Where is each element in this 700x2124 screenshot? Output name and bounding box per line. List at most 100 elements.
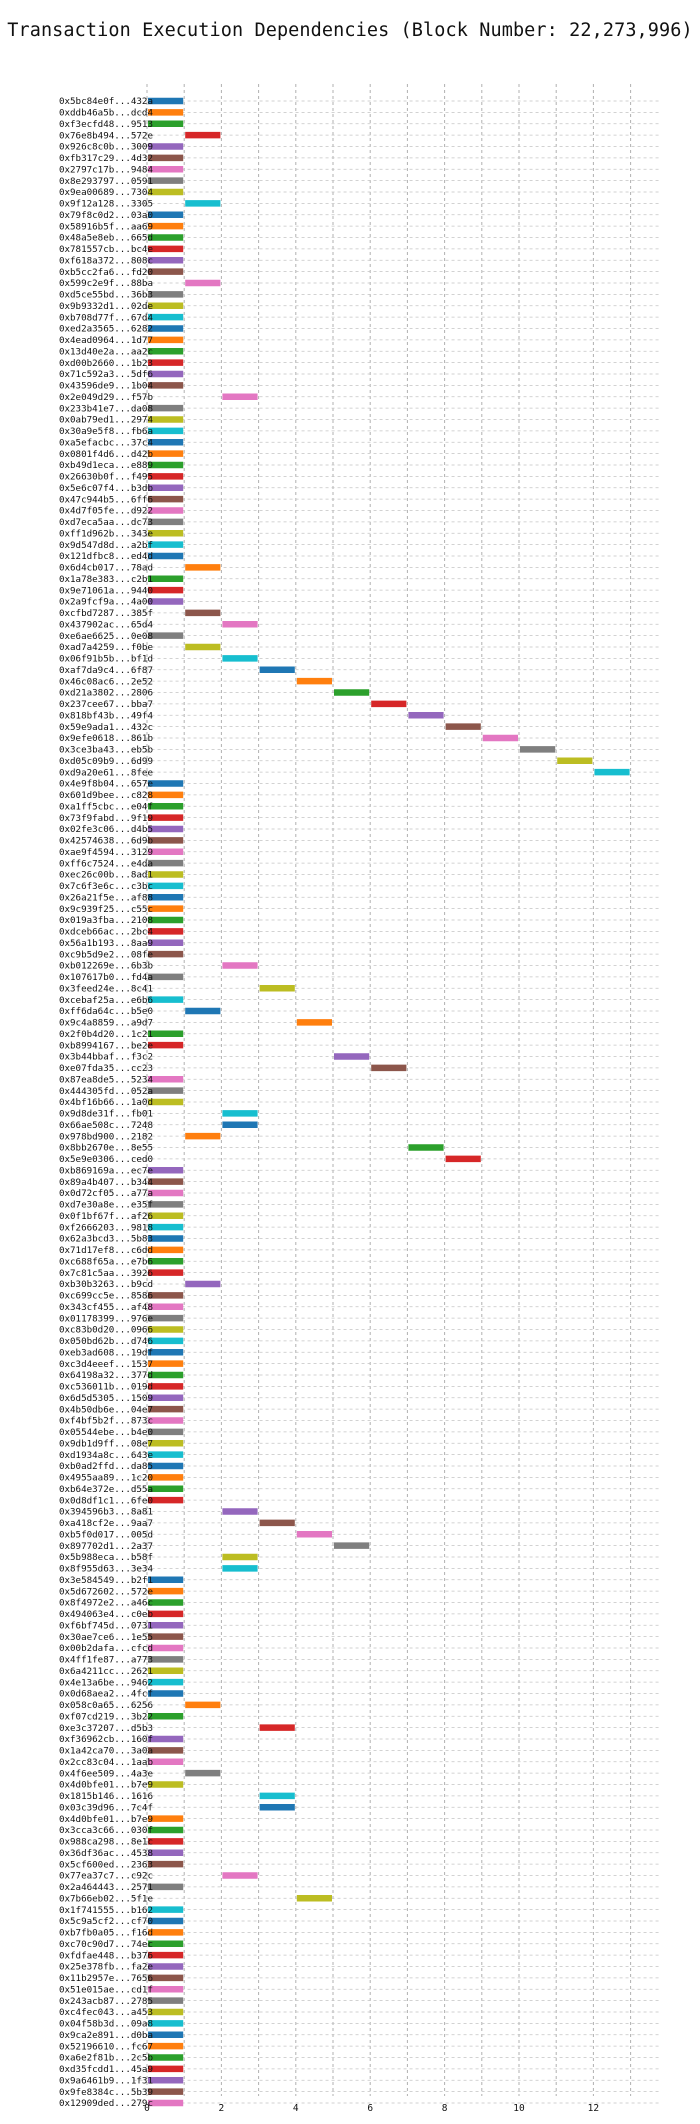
bar <box>185 200 221 207</box>
x-tick-label: 0 <box>144 2103 150 2114</box>
bar <box>148 1326 184 1333</box>
bar <box>148 461 184 469</box>
y-tick-label: 0x9c939f25...c55c <box>59 904 153 915</box>
bar <box>185 1769 221 1777</box>
bar <box>148 1576 184 1583</box>
bar <box>148 1189 184 1197</box>
y-tick-label: 0x30ae7ce6...1e55 <box>59 1632 153 1643</box>
bar <box>148 1258 184 1265</box>
bar <box>148 234 184 241</box>
bar <box>148 837 184 844</box>
y-tick-label: 0x56a1b193...8aa9 <box>59 938 153 949</box>
y-tick-label: 0x1a42ca70...3a0a <box>59 1746 153 1757</box>
bar <box>148 177 184 184</box>
y-tick-label: 0xed2a3565...6282 <box>59 324 153 335</box>
bar <box>148 1440 184 1447</box>
bar <box>148 1940 184 1947</box>
y-tick-label: 0xc83b0d20...0966 <box>59 1325 153 1336</box>
bar <box>148 1394 184 1401</box>
y-tick-label: 0x71c592a3...5df6 <box>59 369 153 380</box>
bar <box>148 1951 184 1959</box>
x-tick-label: 4 <box>293 2103 299 2114</box>
y-tick-label: 0x73f9fabd...9f19 <box>59 813 153 824</box>
bar <box>185 279 221 287</box>
bar <box>148 2020 184 2027</box>
y-tick-label: 0x494063e4...c0eb <box>59 1609 153 1620</box>
bar <box>148 1349 184 1356</box>
y-tick-label: 0x30a9e5f8...fb6a <box>59 426 153 437</box>
bar <box>148 325 184 332</box>
bar <box>148 518 184 526</box>
y-tick-label: 0xb64e372e...d55a <box>59 1484 153 1495</box>
y-tick-label: 0x9d8de31f...fb01 <box>59 1109 153 1120</box>
bar <box>148 1963 184 1970</box>
bar <box>148 302 184 309</box>
y-tick-label: 0x2e049d29...f57b <box>59 392 153 403</box>
bar <box>148 1041 184 1049</box>
y-tick-label: 0x601d9bee...c828 <box>59 790 153 801</box>
y-tick-label: 0x7c6f3e6c...c3bc <box>59 881 153 892</box>
y-tick-label: 0x62a3bcd3...5b83 <box>59 1234 153 1245</box>
y-tick-label: 0x76e8b494...572e <box>59 130 153 141</box>
bar <box>259 666 295 673</box>
bar <box>148 1758 184 1765</box>
x-tick-label: 2 <box>219 2103 225 2114</box>
bar <box>148 1587 184 1595</box>
y-tick-label: 0xaf7da9c4...6f87 <box>59 665 153 676</box>
bar <box>148 1849 184 1856</box>
bar <box>148 268 184 275</box>
bar <box>148 1428 184 1436</box>
bar <box>148 2077 184 2084</box>
y-tick-label: 0x781557cb...bc4e <box>59 244 153 255</box>
y-tick-label: 0x36df36ac...4538 <box>59 1848 153 1859</box>
y-tick-label: 0xa6e2f81b...2c5b <box>59 2053 153 2064</box>
y-tick-label: 0xddb46a5b...dcd4 <box>59 108 154 119</box>
y-tick-label: 0xff6c7524...e4da <box>59 858 153 869</box>
y-tick-label: 0x3feed24e...8c41 <box>59 983 153 994</box>
bar <box>148 848 184 855</box>
bar <box>148 1644 184 1652</box>
y-tick-label: 0x233b41e7...da08 <box>59 403 153 414</box>
y-tick-label: 0x26a21f5e...af88 <box>59 892 153 903</box>
y-tick-label: 0x02fe3c06...d4b5 <box>59 824 153 835</box>
bar <box>148 1633 184 1640</box>
y-tick-label: 0x0d8df1c1...6fe0 <box>59 1495 153 1506</box>
y-tick-label: 0xa418cf2e...9aa7 <box>59 1518 153 1529</box>
bar <box>148 1314 184 1322</box>
bar <box>408 712 444 719</box>
bar <box>185 564 221 571</box>
y-tick-label: 0x79f8c0d2...03a0 <box>59 210 153 221</box>
y-tick-label: 0x0f1bf67f...af26 <box>59 1211 153 1222</box>
bar <box>148 1087 184 1094</box>
bar <box>185 131 221 139</box>
y-tick-label: 0x0ab79ed1...2974 <box>59 415 154 426</box>
bar <box>148 1713 184 1720</box>
y-tick-label: 0x11b2957e...7656 <box>59 1973 153 1984</box>
y-tick-label: 0xe07fda35...cc23 <box>59 1063 153 1074</box>
bar <box>148 575 184 582</box>
y-tick-label: 0x59e9ada1...432c <box>59 722 153 733</box>
y-tick-label: 0x4b50db6e...04e7 <box>59 1404 153 1415</box>
y-tick-label: 0x0d68aea2...4fcf <box>59 1689 153 1700</box>
y-tick-label: 0x25e378fb...fa2e <box>59 1962 153 1973</box>
bar <box>557 757 593 764</box>
bar <box>148 1826 184 1834</box>
y-tick-label: 0xf4bf5b2f...873c <box>59 1416 153 1427</box>
bar <box>334 1542 370 1549</box>
y-tick-label: 0x52196610...fc67 <box>59 2041 153 2052</box>
bar <box>222 1110 258 1117</box>
bar <box>334 1053 370 1060</box>
bar <box>148 484 184 491</box>
y-tick-label: 0xc699cc5e...8586 <box>59 1291 153 1302</box>
bar <box>408 1144 444 1151</box>
y-tick-label: 0x5e6c07f4...b3db <box>59 483 153 494</box>
bar <box>185 609 221 617</box>
bar <box>222 1872 258 1879</box>
y-tick-label: 0xd21a3802...2806 <box>59 688 153 699</box>
y-tick-label: 0x5b988eca...b58f <box>59 1552 153 1563</box>
y-tick-label: 0xae9f4594...3129 <box>59 847 153 858</box>
bar <box>148 120 184 127</box>
bar <box>148 2008 184 2016</box>
bar <box>594 768 630 776</box>
y-tick-label: 0x343cf455...af48 <box>59 1302 153 1313</box>
